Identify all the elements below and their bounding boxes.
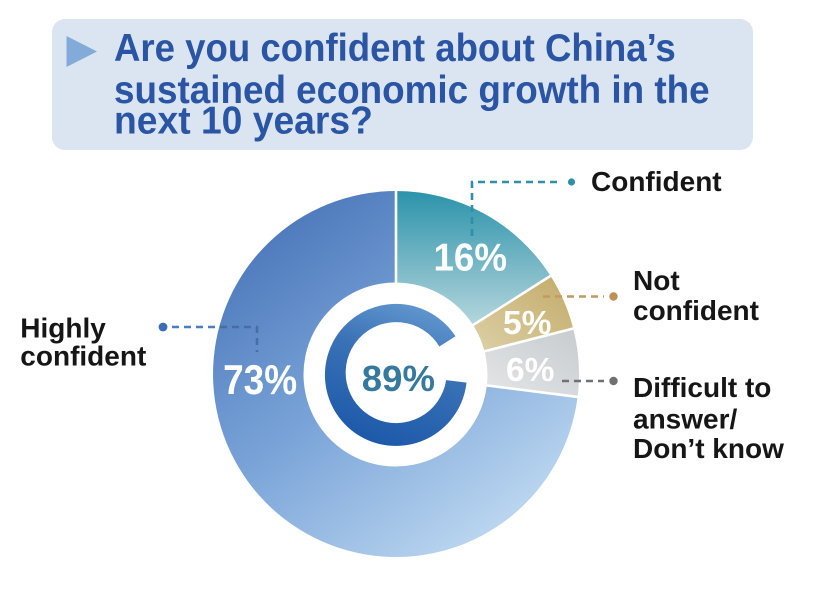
svg-text:Difficult to: Difficult to [633,372,771,403]
svg-text:sustained economic growth in t: sustained economic growth in the [114,68,710,111]
svg-text:Highly: Highly [20,313,106,344]
svg-text:Not: Not [633,265,680,296]
svg-text:Don’t know: Don’t know [633,433,784,464]
svg-text:6%: 6% [506,352,554,389]
svg-text:16%: 16% [434,237,508,280]
svg-text:Confident: Confident [591,166,722,197]
svg-text:confident: confident [633,295,759,326]
svg-text:confident: confident [20,341,146,372]
svg-text:answer/: answer/ [633,404,737,435]
svg-text:5%: 5% [503,305,551,342]
svg-text:73%: 73% [223,357,297,404]
svg-text:Are you confident about China’: Are you confident about China’s [114,26,676,69]
svg-text:next 10 years?: next 10 years? [114,100,373,143]
svg-text:89%: 89% [362,358,435,399]
